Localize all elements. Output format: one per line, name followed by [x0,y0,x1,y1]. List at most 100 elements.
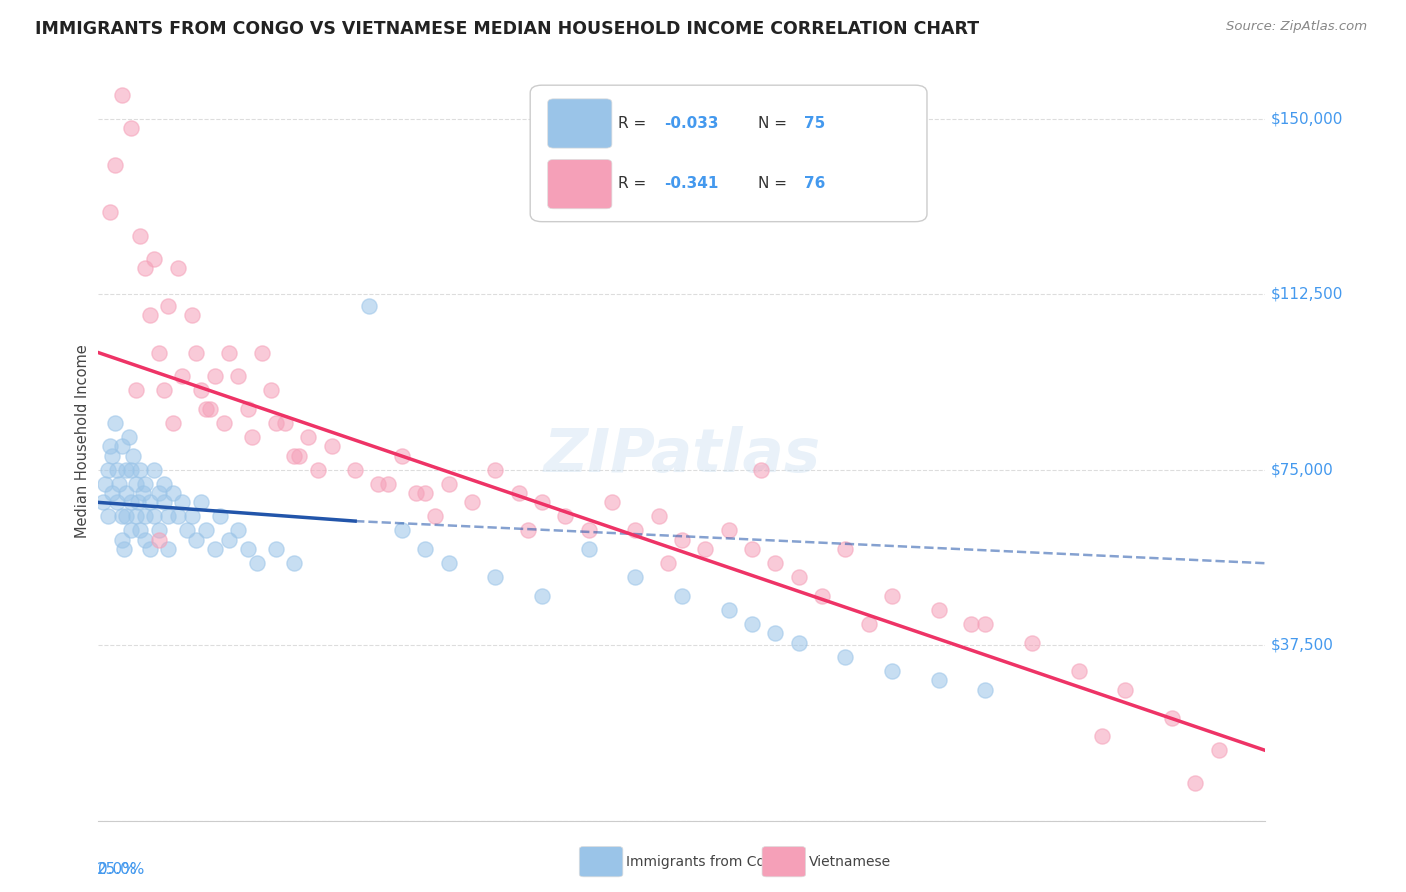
Point [344,462,367,476]
Point [749,462,772,476]
Text: $37,500: $37,500 [1271,638,1334,653]
Point [554,509,576,524]
Y-axis label: Median Household Income: Median Household Income [75,344,90,539]
Point [741,617,763,632]
Text: N =: N = [758,116,792,130]
Point [437,476,460,491]
Text: Source: ZipAtlas.com: Source: ZipAtlas.com [1226,20,1367,33]
Point [152,476,174,491]
Point [671,589,693,603]
Point [157,542,180,557]
FancyBboxPatch shape [530,85,927,222]
Point [600,495,623,509]
Point [98,439,121,453]
Point [530,589,553,603]
Text: R =: R = [617,177,651,191]
Point [194,401,217,416]
Point [1208,743,1230,757]
Point [162,486,184,500]
Point [264,542,287,557]
Point [423,509,446,524]
Point [283,449,305,463]
Point [264,416,287,430]
Point [125,476,148,491]
Point [297,430,319,444]
Point [974,682,997,697]
Point [101,486,124,500]
Point [974,617,997,632]
Point [91,495,114,509]
Point [115,462,138,476]
Point [880,664,903,678]
Point [186,345,208,359]
Point [194,524,217,538]
Point [377,476,399,491]
Point [120,120,142,135]
Point [834,542,856,557]
Point [236,542,259,557]
Point [928,603,950,617]
Point [367,476,389,491]
Point [624,570,647,584]
Point [105,495,128,509]
Point [484,570,506,584]
Point [1184,776,1206,790]
Point [108,476,131,491]
Text: Vietnamese: Vietnamese [808,855,890,869]
Point [134,476,156,491]
Point [236,401,259,416]
Point [122,449,145,463]
Point [129,524,152,538]
Point [437,556,460,570]
Point [97,462,120,476]
Point [880,589,903,603]
Text: IMMIGRANTS FROM CONGO VS VIETNAMESE MEDIAN HOUSEHOLD INCOME CORRELATION CHART: IMMIGRANTS FROM CONGO VS VIETNAMESE MEDI… [35,20,979,37]
Point [461,495,484,509]
Text: 76: 76 [804,177,825,191]
Point [111,533,134,547]
Point [787,636,810,650]
Text: 0.0%: 0.0% [98,863,138,878]
Point [484,462,506,476]
Point [391,524,413,538]
Point [647,509,669,524]
Point [94,476,117,491]
Point [413,542,436,557]
Point [190,495,212,509]
Point [172,369,194,384]
Point [111,439,134,453]
Point [741,542,763,557]
Point [166,509,188,524]
Point [134,261,156,276]
Point [208,509,231,524]
Point [204,542,226,557]
Point [172,495,194,509]
Text: $150,000: $150,000 [1271,112,1344,126]
Point [139,542,162,557]
Text: -0.341: -0.341 [665,177,718,191]
Point [112,542,135,557]
Point [413,486,436,500]
Point [578,524,600,538]
Point [321,439,343,453]
Point [695,542,717,557]
Point [516,524,538,538]
Point [148,524,170,538]
Point [391,449,413,463]
Point [1161,711,1184,725]
Point [120,462,142,476]
Point [242,430,264,444]
Point [283,556,305,570]
Point [152,495,174,509]
Point [148,486,170,500]
Point [180,308,202,322]
Point [134,509,156,524]
Point [1091,730,1114,744]
Point [134,533,156,547]
Point [763,626,786,640]
Point [288,449,311,463]
Point [125,509,148,524]
Text: N =: N = [758,177,792,191]
Point [250,345,273,359]
Point [671,533,693,547]
